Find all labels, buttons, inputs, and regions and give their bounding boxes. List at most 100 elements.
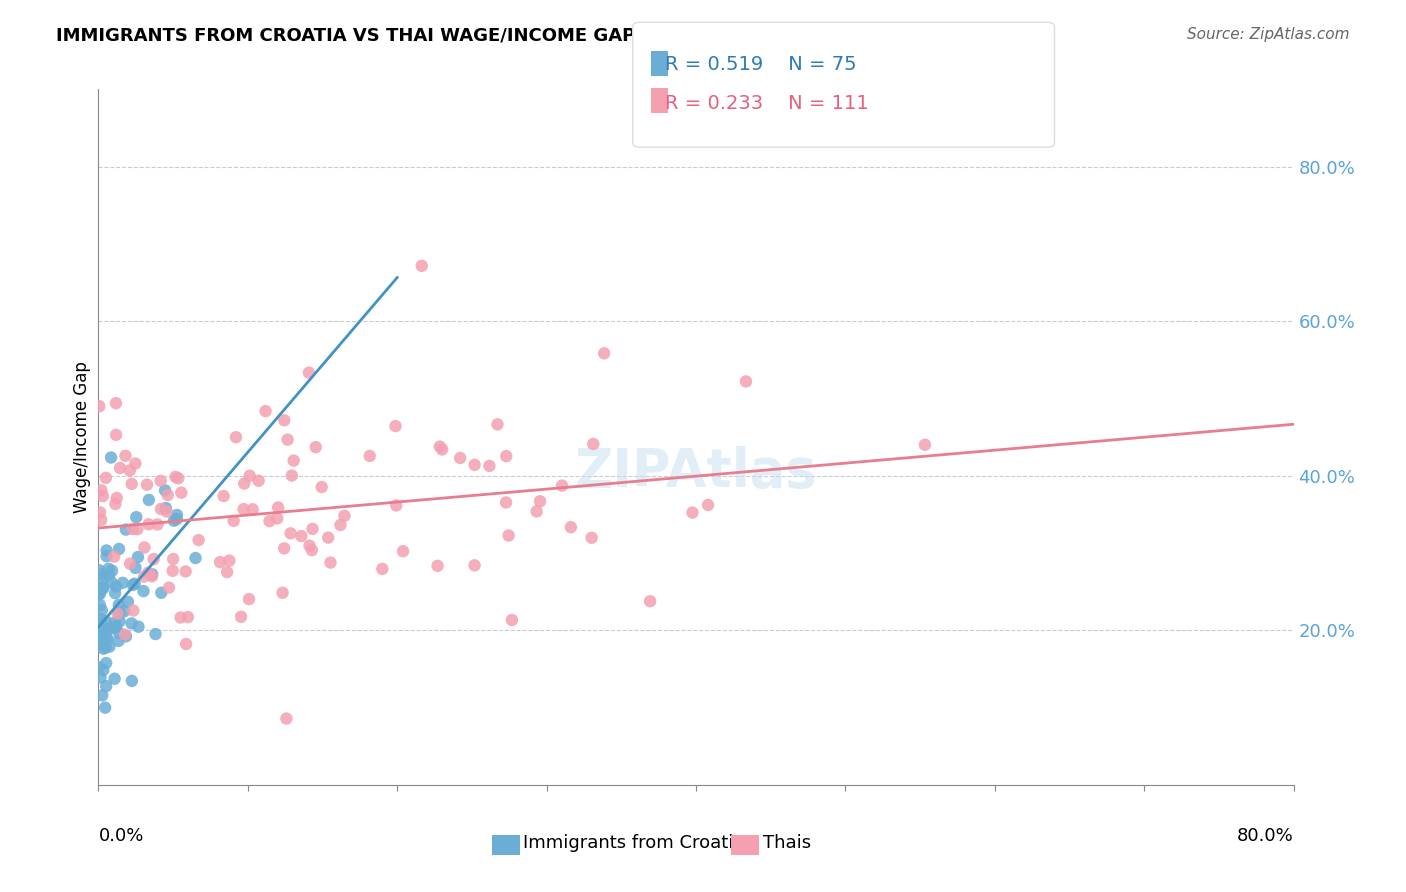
Point: [89, 505, 111, 519]
Text: R = 0.519    N = 75: R = 0.519 N = 75: [665, 55, 856, 74]
Point: [212, 489, 235, 503]
Point: [91, 567, 114, 582]
Point: [273, 541, 295, 556]
Point: [208, 555, 231, 569]
Point: [157, 581, 180, 595]
Point: [96, 679, 118, 693]
Point: [156, 488, 179, 502]
Point: [156, 504, 179, 518]
Point: [735, 375, 758, 389]
Point: [280, 526, 302, 541]
Point: [91, 638, 114, 652]
Point: [121, 476, 143, 491]
Point: [266, 511, 288, 525]
Point: [165, 470, 187, 484]
Point: [429, 440, 451, 454]
Point: [107, 634, 129, 648]
Point: [638, 594, 661, 608]
Point: [90, 603, 112, 617]
Point: [100, 575, 122, 590]
Point: [319, 556, 342, 570]
Point: [298, 539, 321, 553]
Point: [222, 514, 245, 528]
Point: [187, 533, 209, 547]
Point: [89, 585, 111, 599]
Point: [104, 672, 127, 686]
Point: [281, 468, 304, 483]
Point: [329, 518, 352, 533]
Point: [124, 576, 146, 591]
Point: [142, 552, 165, 566]
Point: [90, 632, 112, 646]
Point: [94, 656, 117, 670]
Point: [103, 549, 125, 564]
Point: [100, 450, 122, 465]
Point: [385, 499, 408, 513]
Point: [89, 670, 111, 684]
Point: [682, 506, 704, 520]
Point: [247, 474, 270, 488]
Point: [141, 569, 163, 583]
Point: [163, 514, 186, 528]
Point: [174, 565, 197, 579]
Point: [94, 614, 117, 628]
Point: [430, 442, 453, 457]
Y-axis label: Wage/Income Gap: Wage/Income Gap: [73, 361, 91, 513]
Point: [108, 541, 131, 556]
Point: [108, 606, 131, 620]
Point: [301, 522, 323, 536]
Point: [267, 500, 290, 515]
Point: [136, 477, 159, 491]
Point: [96, 632, 118, 646]
Point: [526, 504, 548, 518]
Point: [91, 573, 114, 587]
Text: R = 0.233    N = 111: R = 0.233 N = 111: [665, 94, 869, 112]
Point: [132, 569, 155, 583]
Point: [697, 498, 720, 512]
Point: [392, 544, 415, 558]
Point: [333, 508, 356, 523]
Point: [498, 528, 520, 542]
Text: IMMIGRANTS FROM CROATIA VS THAI WAGE/INCOME GAP CORRELATION CHART: IMMIGRANTS FROM CROATIA VS THAI WAGE/INC…: [56, 27, 856, 45]
Point: [97, 562, 120, 576]
Point: [271, 586, 294, 600]
Point: [146, 517, 169, 532]
Point: [90, 622, 112, 636]
Point: [97, 568, 120, 582]
Point: [218, 553, 240, 567]
Point: [155, 501, 177, 516]
Point: [108, 461, 131, 475]
Point: [134, 541, 156, 555]
Point: [259, 514, 281, 528]
Point: [91, 663, 114, 677]
Point: [89, 630, 111, 644]
Point: [283, 453, 305, 467]
Point: [273, 413, 295, 427]
Point: [115, 629, 138, 643]
Point: [90, 612, 112, 626]
Point: [103, 621, 125, 635]
Point: [89, 399, 111, 413]
Point: [124, 561, 146, 575]
Point: [426, 558, 449, 573]
Point: [242, 502, 264, 516]
Point: [359, 449, 381, 463]
Point: [495, 449, 517, 463]
Point: [464, 458, 486, 472]
Point: [170, 485, 193, 500]
Point: [551, 478, 574, 492]
Point: [104, 586, 127, 600]
Point: [277, 433, 299, 447]
Point: [108, 625, 131, 640]
Point: [104, 615, 127, 630]
Point: [117, 595, 139, 609]
Point: [98, 640, 121, 654]
Point: [529, 494, 551, 508]
Point: [93, 581, 115, 595]
Point: [298, 366, 321, 380]
Point: [89, 563, 111, 577]
Point: [184, 551, 207, 566]
Point: [91, 581, 114, 595]
Text: 0.0%: 0.0%: [98, 827, 143, 845]
Point: [118, 557, 141, 571]
